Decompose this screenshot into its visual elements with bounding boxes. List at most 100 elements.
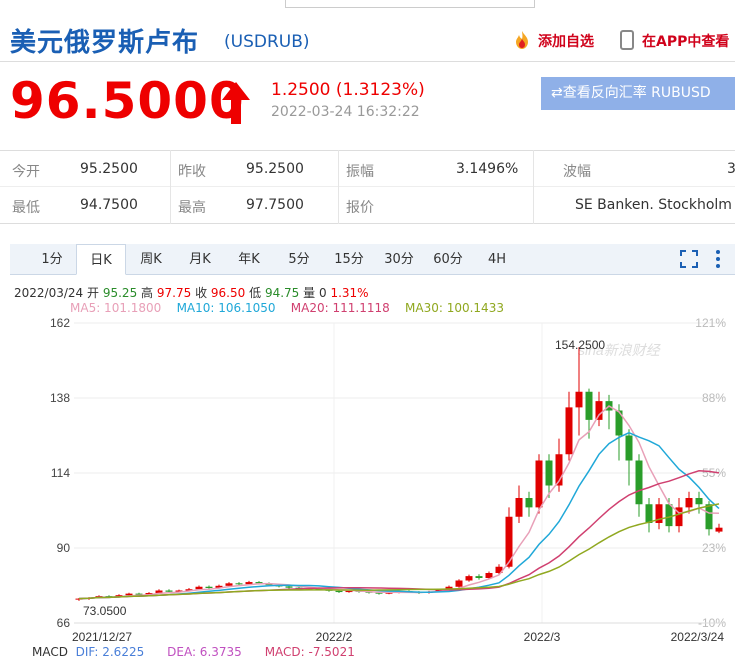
candle-body (165, 590, 173, 592)
page-title: 美元俄罗斯卢布 (10, 28, 200, 58)
tab-1min[interactable]: 1分 (41, 252, 63, 267)
legend-ma10: MA10: 106.1050 (176, 301, 276, 315)
macd-value: MACD: -7.5021 (264, 645, 355, 659)
candle-body (385, 592, 393, 594)
candle-body (185, 589, 193, 591)
candle-body (225, 583, 233, 586)
add-watchlist-label: 添加自选 (538, 34, 594, 50)
fullscreen-icon[interactable] (680, 250, 698, 268)
info-high: 97.75 (156, 286, 192, 300)
tab-4h[interactable]: 4H (487, 252, 507, 267)
macd-legend: MACD DIF: 2.6225 DEA: 6.3735 MACD: -7.50… (32, 645, 355, 659)
fire-icon (516, 31, 528, 49)
price-change: 1.2500 (1.3123%) (271, 80, 425, 100)
add-watchlist-button[interactable]: 添加自选 (512, 30, 594, 51)
up-arrow-icon (222, 82, 250, 124)
divider (170, 150, 171, 224)
info-low: 94.75 (264, 286, 300, 300)
prev-close-value: 95.2500 (246, 161, 304, 177)
info-low-label: 低 (249, 286, 262, 300)
candlestick-chart[interactable]: 1621381149066121%88%55%23%-10%sina新浪财经15… (0, 315, 735, 645)
ma-legend: MA5: 101.1800 MA10: 106.1050 MA20: 111.1… (70, 301, 504, 315)
pct-tick-label: 121% (695, 316, 726, 330)
prev-close-label: 昨收 (178, 164, 206, 180)
low-value: 94.7500 (80, 197, 138, 213)
candle-body (515, 498, 523, 517)
divider (533, 150, 534, 224)
candle-body (475, 576, 483, 578)
x-tick-label: 2022/2 (316, 630, 353, 644)
candle-body (635, 460, 643, 505)
tab-weekly[interactable]: 周K (140, 252, 162, 267)
candle-body (245, 582, 253, 585)
candle-body (575, 391, 583, 408)
macd-dif: DIF: 2.6225 (75, 645, 145, 659)
amplitude-label: 振幅 (346, 164, 374, 180)
tab-daily[interactable]: 日K (76, 244, 126, 275)
candle-body (525, 498, 533, 508)
top-tab-outline (285, 0, 535, 8)
candle-body (125, 593, 133, 596)
legend-ma20: MA20: 111.1118 (290, 301, 390, 315)
candle-body (665, 504, 673, 527)
tab-yearly[interactable]: 年K (238, 252, 260, 267)
candle-body (205, 586, 213, 588)
tab-30min[interactable]: 30分 (384, 252, 414, 267)
quote-source-value: SE Banken. Stockholm (575, 197, 732, 213)
candle-body (285, 586, 293, 588)
pct-tick-label: 88% (702, 391, 726, 405)
tab-monthly[interactable]: 月K (189, 252, 211, 267)
open-value: 95.2500 (80, 161, 138, 177)
candle-body (695, 498, 703, 505)
high-value: 97.7500 (246, 197, 304, 213)
candle-body (615, 410, 623, 436)
candle-body (255, 582, 263, 584)
ma10-line (78, 431, 720, 600)
quote-timestamp: 2022-03-24 16:32:22 (271, 104, 420, 120)
candle-body (495, 566, 503, 573)
candle-body (175, 590, 183, 592)
candle-body (235, 583, 243, 585)
low-label: 最低 (12, 200, 40, 216)
candle-body (585, 391, 593, 420)
quote-source-label: 报价 (346, 200, 374, 216)
legend-ma5: MA5: 101.1800 (70, 301, 162, 315)
legend-ma30: MA30: 100.1433 (405, 301, 504, 315)
stats-row: 最低 94.7500 最高 97.7500 报价 SE Banken. Stoc… (0, 187, 735, 223)
candle-body (685, 498, 693, 508)
stats-table: 今开 95.2500 昨收 95.2500 振幅 3.1496% 波幅 3 最低… (0, 150, 735, 224)
info-vol-label: 量 (303, 286, 316, 300)
x-tick-label: 2021/12/27 (72, 630, 132, 644)
tab-15min[interactable]: 15分 (334, 252, 364, 267)
tab-5min[interactable]: 5分 (288, 252, 310, 267)
candle-body (485, 573, 493, 578)
candle-body (155, 590, 163, 593)
wave-label: 波幅 (563, 164, 591, 180)
y-tick-label: 114 (51, 466, 70, 480)
candle-body (565, 407, 573, 455)
macd-dea: DEA: 6.3735 (167, 645, 242, 659)
info-open-label: 开 (87, 286, 100, 300)
pct-tick-label: 23% (702, 541, 726, 555)
high-label: 最高 (178, 200, 206, 216)
view-in-app-button[interactable]: 在APP中查看 (620, 30, 729, 51)
candle-body (705, 504, 713, 530)
info-close-label: 收 (195, 286, 208, 300)
max-price-label: 154.2500 (555, 338, 605, 352)
reverse-rate-button[interactable]: ⇄查看反向汇率 RUBUSD (541, 77, 735, 110)
min-price-label: 73.0500 (83, 604, 127, 618)
candle-body (675, 507, 683, 527)
ma30-line (78, 503, 720, 600)
candle-body (645, 504, 653, 523)
candle-body (135, 593, 143, 595)
candle-body (465, 576, 473, 581)
candle-body (75, 598, 83, 600)
x-tick-label: 2022/3/24 (671, 630, 725, 644)
candle-body (545, 460, 553, 486)
info-close: 96.50 (210, 286, 246, 300)
candle-body (335, 590, 343, 593)
tab-60min[interactable]: 60分 (433, 252, 463, 267)
candle-body (215, 585, 223, 588)
candle-body (105, 596, 113, 598)
more-menu-icon[interactable] (715, 248, 721, 270)
